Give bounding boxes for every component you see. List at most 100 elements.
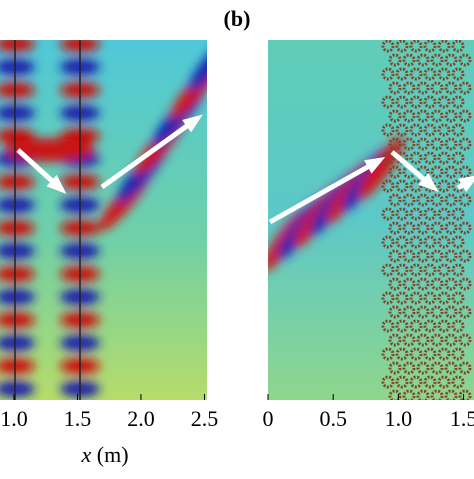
- scatterer: [451, 319, 465, 333]
- scatterer: [458, 137, 472, 151]
- scatterer: [395, 235, 409, 249]
- scatterer: [416, 221, 430, 235]
- scatterer: [402, 305, 416, 319]
- field-lobe: [0, 105, 35, 121]
- x-tick-label: 0: [263, 406, 274, 431]
- scatterer: [458, 165, 472, 179]
- scatterer: [430, 333, 444, 347]
- scatterer: [430, 109, 444, 123]
- scatterer: [430, 193, 444, 207]
- scatterer: [388, 361, 402, 375]
- scatterer: [388, 137, 402, 151]
- scatterer: [430, 53, 444, 67]
- scatterer: [423, 319, 437, 333]
- scatterer: [423, 40, 437, 53]
- scatterer: [388, 249, 402, 263]
- scatterer: [444, 53, 458, 67]
- field-lobe: [0, 220, 35, 236]
- field-lobe: [0, 40, 35, 52]
- scatterer: [444, 193, 458, 207]
- scatterer: [451, 235, 465, 249]
- scatterer: [416, 53, 430, 67]
- scatterer: [388, 193, 402, 207]
- scatterer: [437, 179, 451, 193]
- scatterer: [444, 249, 458, 263]
- scatterer: [430, 389, 444, 400]
- scatterer: [402, 221, 416, 235]
- scatterer: [395, 67, 409, 81]
- x-label-unit: (m): [97, 442, 129, 467]
- scatterer: [395, 179, 409, 193]
- scatterer: [388, 389, 402, 400]
- scatterer: [458, 389, 472, 400]
- scatterer: [444, 109, 458, 123]
- scatterer: [395, 40, 409, 53]
- scatterer: [437, 123, 451, 137]
- field-lobe: [0, 243, 35, 259]
- scatterer: [381, 347, 395, 361]
- scatterer: [423, 375, 437, 389]
- right-field: [268, 40, 474, 400]
- scatterer: [451, 263, 465, 277]
- x-tick-label: 1.5: [64, 406, 92, 431]
- scatterer: [451, 151, 465, 165]
- scatterer: [395, 95, 409, 109]
- arrow-head: [458, 175, 474, 192]
- x-tick-label: 2.5: [191, 406, 219, 431]
- scatterer: [458, 277, 472, 291]
- scatterer: [437, 263, 451, 277]
- scatterer: [402, 109, 416, 123]
- scatterer: [423, 235, 437, 249]
- scatterer: [437, 95, 451, 109]
- field-lobe: [0, 312, 35, 328]
- scatterer: [430, 277, 444, 291]
- x-tick-label: 2.0: [127, 406, 155, 431]
- scatterer: [416, 389, 430, 400]
- scatterer: [423, 291, 437, 305]
- scatterer: [458, 109, 472, 123]
- scatterer: [423, 151, 437, 165]
- scatterer: [402, 249, 416, 263]
- scatterer: [430, 165, 444, 179]
- scatterer: [381, 319, 395, 333]
- scatterer: [437, 319, 451, 333]
- field-lobe: [0, 82, 35, 98]
- scatterer: [395, 207, 409, 221]
- scatterer: [388, 305, 402, 319]
- x-tick-label: 1.0: [385, 406, 413, 431]
- scatterer: [395, 123, 409, 137]
- scatterer: [458, 193, 472, 207]
- scatterer: [437, 207, 451, 221]
- scatterer: [409, 207, 423, 221]
- scatterer: [423, 207, 437, 221]
- scatterer: [388, 333, 402, 347]
- scatterer: [458, 53, 472, 67]
- field-lobe: [0, 358, 35, 374]
- scatterer: [423, 95, 437, 109]
- scatterer: [430, 249, 444, 263]
- scatterer: [444, 221, 458, 235]
- scatterer: [381, 235, 395, 249]
- scatterer: [381, 95, 395, 109]
- scatterer: [444, 277, 458, 291]
- scatterer: [409, 40, 423, 53]
- scatterer: [423, 123, 437, 137]
- scatterer: [444, 333, 458, 347]
- scatterer: [388, 165, 402, 179]
- panel-label: (b): [224, 6, 251, 31]
- scatterer: [458, 221, 472, 235]
- scatterer: [451, 347, 465, 361]
- scatterer: [451, 207, 465, 221]
- scatterer: [451, 95, 465, 109]
- arrow-head: [182, 114, 203, 133]
- scatterer: [444, 81, 458, 95]
- scatterer: [381, 207, 395, 221]
- scatterer: [444, 361, 458, 375]
- scatterer: [444, 137, 458, 151]
- x-label-variable: x: [80, 442, 91, 467]
- scatterer: [402, 137, 416, 151]
- scatterer: [416, 109, 430, 123]
- scatterer: [388, 81, 402, 95]
- scatterer: [416, 305, 430, 319]
- scatterer: [416, 249, 430, 263]
